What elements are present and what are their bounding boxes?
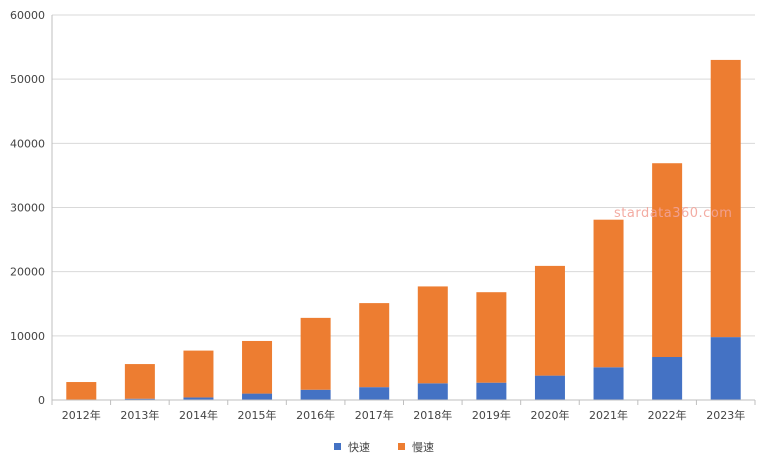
bar-fast [124, 398, 155, 400]
legend-swatch [398, 443, 405, 450]
bar-fast [300, 389, 331, 400]
legend-label: 快速 [348, 441, 370, 454]
x-tick-label: 2019年 [472, 408, 511, 422]
x-tick-label: 2012年 [62, 408, 101, 422]
bar-slow [652, 163, 683, 358]
x-tick-label: 2023年 [706, 408, 745, 422]
bar-slow [593, 219, 624, 368]
bar-slow [300, 317, 331, 390]
bar-slow [66, 382, 97, 400]
bar-slow [242, 340, 273, 394]
bar-slow [534, 265, 565, 376]
watermark-text: stardata360.com [614, 206, 732, 221]
bar-fast [652, 357, 683, 400]
bar-slow [124, 364, 155, 399]
y-tick-label: 0 [38, 394, 45, 407]
bar-fast [710, 337, 741, 400]
x-tick-label: 2015年 [238, 408, 277, 422]
y-tick-label: 40000 [10, 137, 45, 150]
legend-swatch [334, 443, 341, 450]
bar-fast [534, 375, 565, 400]
x-tick-label: 2013年 [120, 408, 159, 422]
bar-slow [476, 292, 507, 383]
legend: 快速 慢速 [334, 441, 434, 454]
gridlines [52, 14, 755, 337]
legend-label: 慢速 [412, 441, 434, 454]
bar-fast [242, 393, 273, 400]
bar-slow [417, 286, 448, 384]
y-tick-label: 10000 [10, 330, 45, 343]
bar-fast [417, 383, 448, 400]
bar-fast [593, 367, 624, 400]
x-tick-label: 2020年 [530, 408, 569, 422]
y-tick-label: 60000 [10, 9, 45, 22]
x-tick-label: 2018年 [413, 408, 452, 422]
x-tick-label: 2016年 [296, 408, 335, 422]
bar-slow [183, 350, 214, 398]
y-tick-label: 30000 [10, 202, 45, 215]
x-tick-label: 2017年 [355, 408, 394, 422]
bar-slow [710, 59, 741, 338]
bar-fast [359, 387, 390, 400]
x-tick-label: 2014年 [179, 408, 218, 422]
bar-slow [359, 303, 390, 388]
bars [66, 59, 741, 400]
y-tick-label: 50000 [10, 73, 45, 86]
bar-fast [476, 382, 507, 400]
x-tick-label: 2022年 [648, 408, 687, 422]
y-tick-label: 20000 [10, 266, 45, 279]
x-tick-label: 2021年 [589, 408, 628, 422]
bar-fast [183, 397, 214, 400]
axes: 0 10000 20000 30000 40000 50000 60000 2012年 2013… [10, 9, 756, 422]
